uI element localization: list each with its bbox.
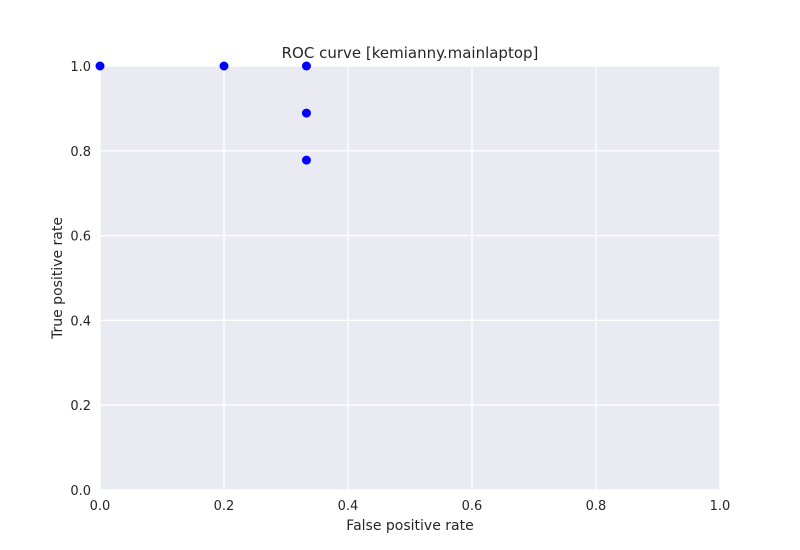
tick-labels: 0.0 0.2 0.4 0.6 0.8 1.0 0.0 0.2 0.4 0.6 0.8 1.0: [70, 60, 730, 514]
data-point: [301, 155, 311, 165]
data-point: [301, 61, 311, 71]
x-tick-label: 0.0: [90, 499, 111, 514]
data-point: [95, 61, 105, 71]
y-tick-label: 0.6: [70, 230, 91, 245]
x-tick-label: 1.0: [710, 499, 731, 514]
x-tick-label: 0.2: [214, 499, 235, 514]
data-point: [219, 61, 229, 71]
x-tick-label: 0.8: [586, 499, 607, 514]
x-tick-label: 0.4: [338, 499, 359, 514]
y-tick-label: 1.0: [70, 60, 91, 75]
y-tick-label: 0.8: [70, 145, 91, 160]
x-tick-label: 0.6: [462, 499, 483, 514]
chart-title: ROC curve [kemianny.mainlaptop]: [282, 44, 539, 62]
x-axis-label: False positive rate: [346, 518, 473, 534]
y-tick-label: 0.4: [70, 314, 91, 329]
y-tick-label: 0.2: [70, 399, 91, 414]
plot-area: [100, 66, 720, 490]
grid-lines: [99, 65, 721, 491]
y-tick-label: 0.0: [70, 484, 91, 499]
data-point: [301, 108, 311, 118]
data-points: [95, 61, 311, 165]
y-axis-label: True positive rate: [50, 217, 66, 340]
